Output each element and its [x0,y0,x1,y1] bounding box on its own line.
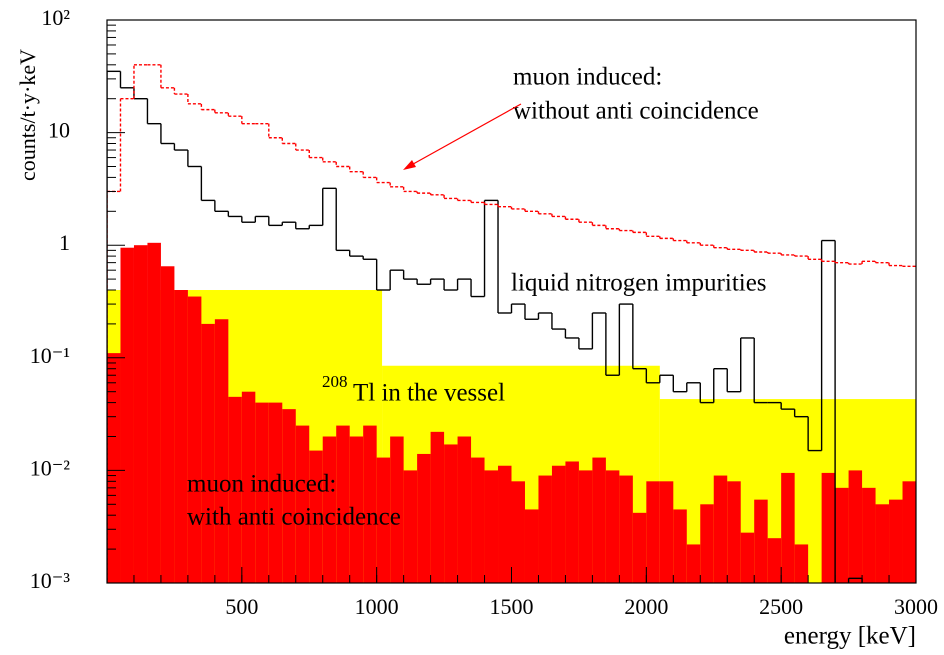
arrow [405,103,522,169]
y-tick-label: 10⁻¹ [30,343,70,368]
x-tick-label: 1000 [355,594,399,619]
y-tick-label: 10⁻² [30,455,71,480]
histogram-bar [646,481,660,583]
histogram-bar [403,470,418,583]
histogram-bar [120,247,134,583]
histogram-bar [457,436,472,583]
histogram-bar [376,457,391,583]
annotation: 208 [322,372,348,391]
histogram-bar [417,453,431,583]
annotation: muon induced: [187,471,336,498]
x-tick-label: 500 [225,594,258,619]
histogram-bar [605,470,620,583]
histogram-bar [686,544,701,583]
annotation: Tl in the vessel [353,380,505,407]
histogram-bar [484,470,499,583]
x-tick-label: 1500 [490,594,534,619]
histogram-bar [241,391,256,583]
histogram-bar [444,444,458,583]
x-tick-label: 2500 [759,594,803,619]
histogram-bar [632,512,647,583]
x-tick-label: 2000 [624,594,668,619]
arrow-head [403,160,416,170]
histogram-bar [228,396,242,583]
histogram-bar [619,475,633,583]
histogram-bar [821,472,836,583]
histogram-bar [524,509,539,583]
histogram-bar [309,450,323,583]
histogram-bar [187,296,202,583]
y-tick-label: 1 [59,230,70,255]
annotation: liquid nitrogen impurities [511,270,767,297]
histogram-bar [659,481,674,583]
histogram-bar [713,475,728,583]
histogram-bar [133,245,148,583]
histogram-bar [767,538,782,583]
histogram-bar [794,544,809,583]
histogram-bar [551,465,566,583]
histogram-bar [268,402,283,583]
histogram-bar [498,465,512,583]
y-tick-label: 10² [41,5,70,30]
histogram-bar [511,481,525,583]
histogram-bar [349,436,364,583]
x-tick-label: 3000 [894,594,938,619]
histogram-bar [565,461,579,583]
histogram-bar [282,409,296,583]
histogram-bar [889,499,903,583]
histogram-bar [214,319,229,583]
histogram-bar [578,470,593,583]
histogram-bar [147,242,161,583]
histogram-bar [700,504,714,583]
y-axis-label: counts/t·y·keV [15,49,40,181]
annotation: muon induced: [513,64,662,91]
histogram-bar [740,532,755,583]
histogram-bar [727,481,741,583]
histogram-bar [336,425,350,583]
histogram-bar [538,475,552,583]
annotation: without anti coincidence [513,98,759,125]
histogram-bar [322,436,337,583]
histogram-bar [875,504,890,583]
histogram-bar [430,431,445,583]
histogram-bar [295,425,310,583]
histogram-bar [902,481,916,583]
histogram-bar [160,266,175,583]
annotation: with anti coincidence [187,504,401,531]
histogram-bar [754,499,768,583]
histogram-bar [471,457,485,583]
histogram-bar [673,509,687,583]
histogram-bar [255,402,269,583]
histogram-bar [862,487,876,583]
y-tick-label: 10 [48,118,70,143]
histogram-bar [781,472,795,583]
y-tick-label: 10⁻³ [30,568,71,593]
x-axis-label: energy [keV] [784,623,916,650]
histogram-bar [363,425,377,583]
histogram-bar [390,436,404,583]
histogram-bar [835,487,849,583]
histogram-bar [107,353,121,583]
histogram-bar [848,470,863,583]
histogram-bar [174,290,188,583]
histogram-bar [201,323,215,583]
histogram-bar [592,457,606,583]
plot-area [107,64,916,583]
